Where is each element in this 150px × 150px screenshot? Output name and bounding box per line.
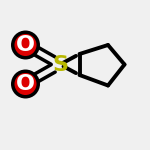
Text: S: S — [52, 54, 68, 75]
Text: O: O — [16, 35, 35, 55]
Circle shape — [13, 71, 38, 97]
Circle shape — [13, 32, 38, 58]
Text: O: O — [16, 74, 35, 94]
